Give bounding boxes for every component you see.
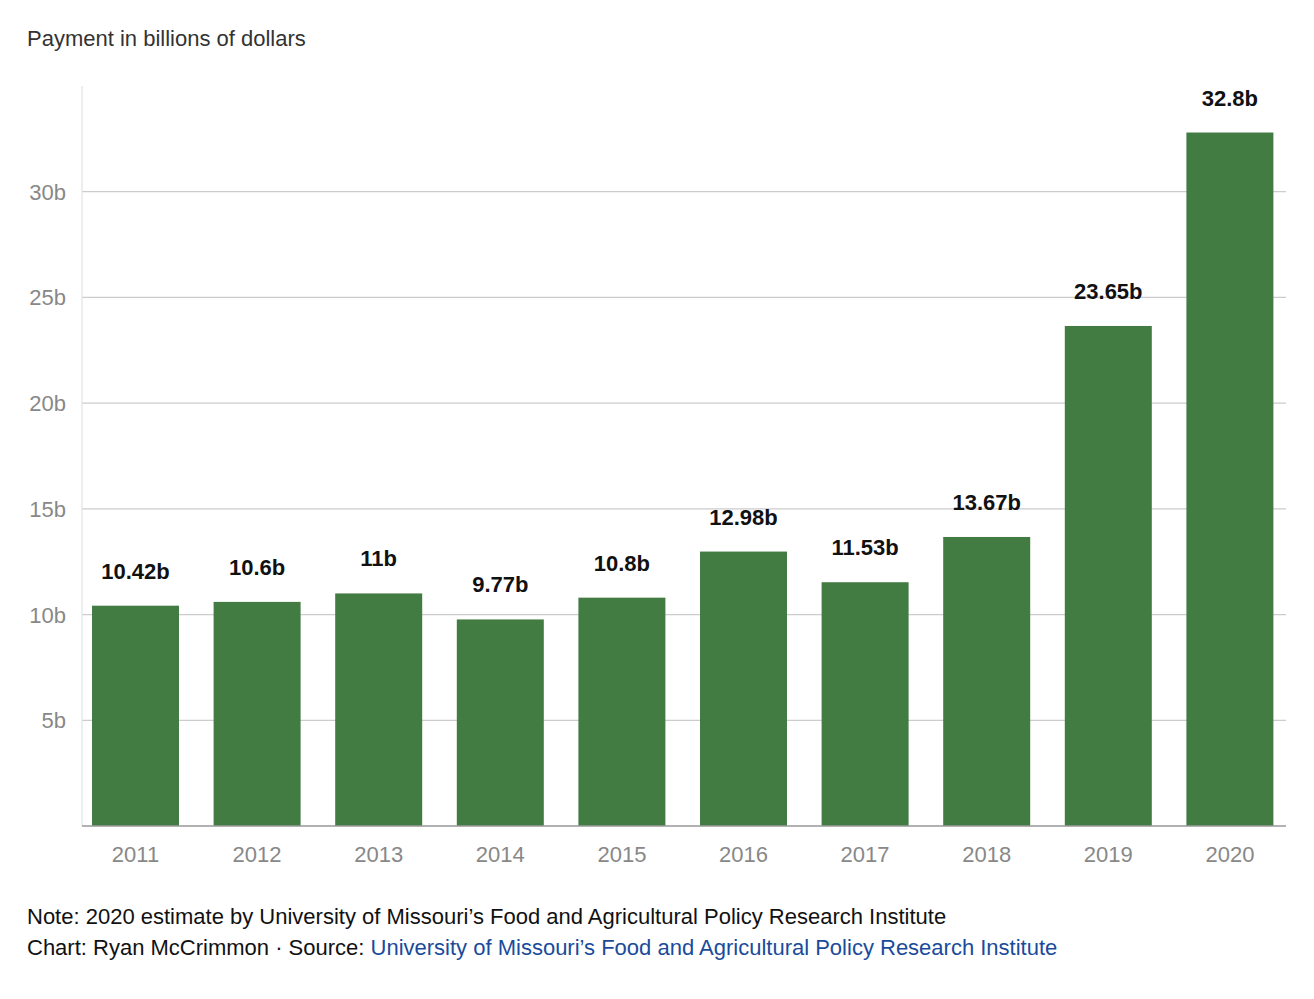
data-label: 23.65b <box>1074 279 1143 304</box>
x-tick-label: 2014 <box>476 842 525 867</box>
x-tick-label: 2019 <box>1084 842 1133 867</box>
grid-line <box>82 191 1286 192</box>
x-axis <box>82 825 1286 827</box>
y-tick-label: 25b <box>29 285 66 310</box>
data-label: 12.98b <box>709 505 778 530</box>
bar <box>943 537 1030 826</box>
y-tick-label: 20b <box>29 391 66 416</box>
bar <box>457 619 544 826</box>
y-axis-label: Payment in billions of dollars <box>27 26 306 51</box>
data-label: 10.6b <box>229 555 285 580</box>
note: Note: 2020 estimate by University of Mis… <box>27 904 946 929</box>
bars <box>92 133 1273 826</box>
bar <box>92 606 179 826</box>
x-tick-label: 2013 <box>354 842 403 867</box>
bar <box>335 593 422 826</box>
bar <box>700 552 787 826</box>
x-tick-label: 2018 <box>962 842 1011 867</box>
y-tick-label: 15b <box>29 497 66 522</box>
bar <box>1186 133 1273 826</box>
bar <box>578 598 665 826</box>
data-label: 10.8b <box>594 551 650 576</box>
data-label: 11.53b <box>831 535 898 560</box>
x-tick-label: 2011 <box>112 842 159 867</box>
y-axis-line <box>82 86 83 826</box>
chart: Payment in billions of dollars 5b 10b 15b 20… <box>0 0 1314 999</box>
y-tick-label: 30b <box>29 180 66 205</box>
bar <box>822 582 909 826</box>
x-tick-label: 2020 <box>1205 842 1254 867</box>
x-tick-label: 2012 <box>233 842 282 867</box>
y-tick-label: 5b <box>42 708 66 733</box>
bar <box>214 602 301 826</box>
y-tick-label: 10b <box>29 603 66 628</box>
data-label: 32.8b <box>1202 86 1258 111</box>
data-label: 13.67b <box>952 490 1021 515</box>
credit-line: Chart: Ryan McCrimmon · Source: Universi… <box>27 935 1057 960</box>
data-label: 9.77b <box>472 572 528 597</box>
credit: Chart: Ryan McCrimmon · Source: <box>27 935 371 960</box>
data-label: 10.42b <box>101 559 170 584</box>
x-tick-label: 2017 <box>841 842 890 867</box>
x-tick-label: 2015 <box>597 842 646 867</box>
bar <box>1065 326 1152 826</box>
data-label: 11b <box>360 546 397 571</box>
x-tick-label: 2016 <box>719 842 768 867</box>
source-link[interactable]: University of Missouri’s Food and Agricu… <box>371 935 1058 960</box>
